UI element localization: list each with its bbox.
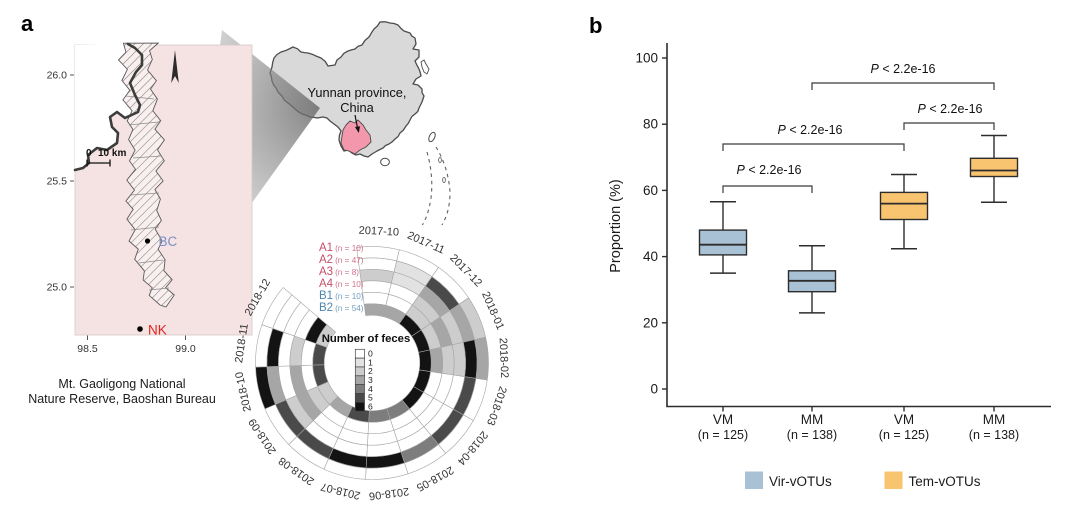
svg-text:2018-11: 2018-11 (233, 323, 251, 364)
svg-text:B2(n = 54): B2 (n = 54) (319, 302, 364, 314)
svg-text:2: 2 (368, 366, 373, 376)
svg-text:VM: VM (713, 412, 733, 427)
svg-text:Tem-vOTUs: Tem-vOTUs (909, 474, 981, 489)
svg-text:Number of feces: Number of feces (322, 333, 411, 345)
svg-text:40: 40 (643, 249, 658, 264)
svg-text:Vir-vOTUs: Vir-vOTUs (769, 474, 832, 489)
svg-text:0: 0 (650, 382, 658, 397)
svg-text:25.0: 25.0 (47, 282, 68, 294)
svg-text:6: 6 (368, 401, 373, 411)
svg-text:(n = 138): (n = 138) (969, 428, 1019, 442)
svg-text:0: 0 (86, 148, 92, 159)
svg-text:4: 4 (368, 384, 373, 394)
svg-text:P < 2.2e-16: P < 2.2e-16 (871, 62, 936, 76)
svg-text:2018-06: 2018-06 (368, 485, 410, 502)
svg-text:Yunnan province,: Yunnan province, (308, 85, 407, 100)
svg-text:99.0: 99.0 (175, 343, 196, 355)
svg-text:100: 100 (635, 51, 658, 66)
svg-text:Mt. Gaoligong National: Mt. Gaoligong National (58, 377, 185, 391)
svg-text:P < 2.2e-16: P < 2.2e-16 (918, 102, 983, 116)
svg-text:25.5: 25.5 (47, 176, 68, 188)
svg-text:A3(n = 8): A3 (n = 8) (319, 266, 359, 278)
svg-text:10 km: 10 km (98, 148, 126, 159)
svg-text:VM: VM (894, 412, 914, 427)
svg-text:2017-10: 2017-10 (358, 225, 399, 239)
svg-text:A4(n = 10): A4 (n = 10) (319, 278, 364, 290)
svg-text:Proportion (%): Proportion (%) (608, 179, 624, 272)
svg-text:(n = 138): (n = 138) (787, 428, 837, 442)
svg-text:5: 5 (368, 393, 373, 403)
svg-text:Nature Reserve, Baoshan Bureau: Nature Reserve, Baoshan Bureau (28, 392, 216, 406)
svg-text:A2(n = 47): A2 (n = 47) (319, 254, 364, 266)
svg-text:MM: MM (983, 412, 1006, 427)
svg-text:B1(n = 10): B1 (n = 10) (319, 290, 364, 302)
svg-text:b: b (589, 13, 602, 38)
svg-text:98.5: 98.5 (77, 343, 98, 355)
svg-text:P < 2.2e-16: P < 2.2e-16 (778, 123, 843, 137)
svg-text:NK: NK (148, 323, 167, 338)
svg-text:60: 60 (643, 183, 658, 198)
svg-text:2018-02: 2018-02 (497, 338, 511, 379)
svg-text:26.0: 26.0 (47, 70, 68, 82)
svg-text:3: 3 (368, 375, 373, 385)
svg-text:MM: MM (801, 412, 824, 427)
svg-text:80: 80 (643, 117, 658, 132)
svg-text:China: China (340, 100, 374, 115)
svg-text:BC: BC (159, 234, 178, 249)
svg-text:(n = 125): (n = 125) (879, 428, 929, 442)
svg-text:0: 0 (368, 349, 373, 359)
svg-text:1: 1 (368, 357, 373, 367)
svg-text:A1(n = 10): A1 (n = 10) (319, 242, 364, 254)
svg-text:20: 20 (643, 315, 658, 330)
svg-text:(n = 125): (n = 125) (698, 428, 748, 442)
svg-text:a: a (21, 11, 34, 36)
svg-text:P < 2.2e-16: P < 2.2e-16 (737, 163, 802, 177)
